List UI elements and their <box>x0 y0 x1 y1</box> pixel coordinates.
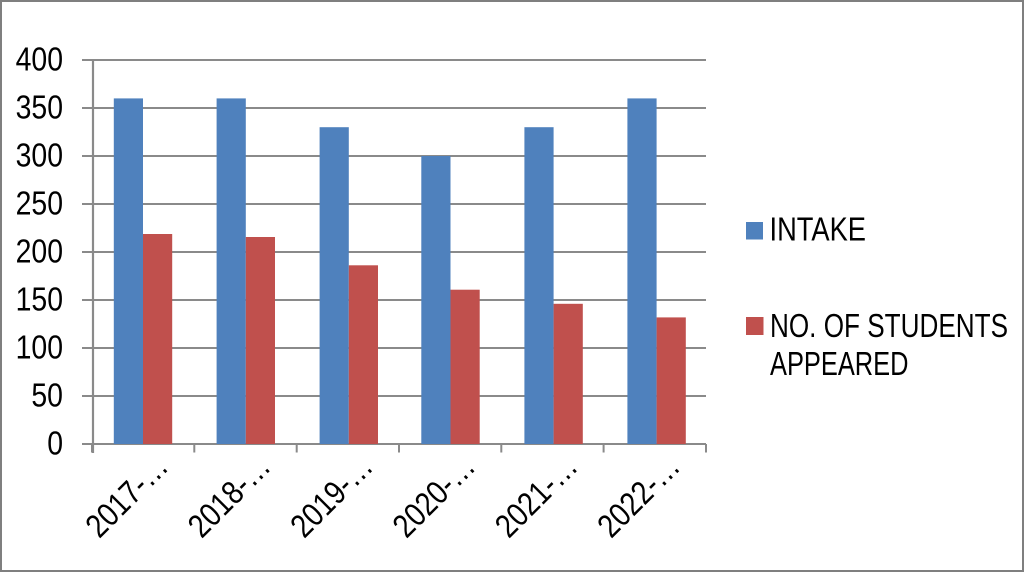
svg-text:INTAKE: INTAKE <box>770 211 867 248</box>
svg-text:APPEARED: APPEARED <box>770 345 909 382</box>
svg-text:200: 200 <box>16 233 63 270</box>
svg-text:150: 150 <box>16 281 63 318</box>
svg-text:0: 0 <box>47 425 63 462</box>
svg-text:400: 400 <box>16 41 63 78</box>
svg-text:NO. OF STUDENTS: NO. OF STUDENTS <box>770 307 1008 344</box>
svg-text:100: 100 <box>16 329 63 366</box>
svg-text:50: 50 <box>31 377 63 414</box>
svg-text:350: 350 <box>16 89 63 126</box>
svg-text:250: 250 <box>16 185 63 222</box>
svg-text:300: 300 <box>16 137 63 174</box>
